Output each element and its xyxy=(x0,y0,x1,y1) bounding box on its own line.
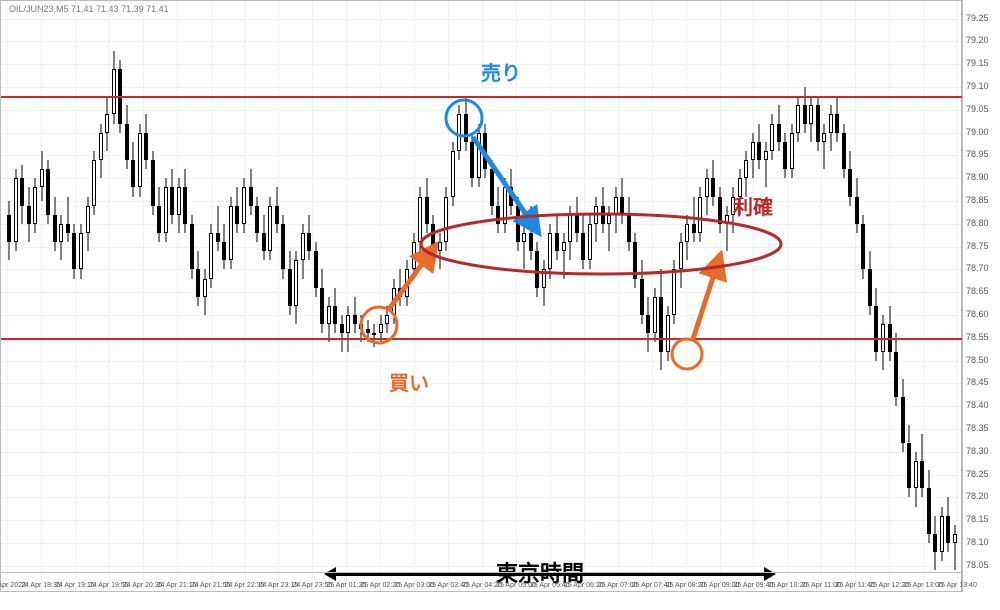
y-axis: 78.05 78.10 78.15 78.20 78.25 78.30 78.35 78.40… xyxy=(962,0,1000,592)
y-tick-label: 78.65 xyxy=(966,286,989,296)
resistance-line xyxy=(1,96,963,98)
arrow-left-icon xyxy=(324,567,336,581)
candlestick-chart: OIL/JUN23,M5 71.41 71.43 71.39 71.41 売り買… xyxy=(0,0,1000,610)
y-tick-label: 78.05 xyxy=(966,560,989,570)
y-tick-label: 78.35 xyxy=(966,423,989,433)
y-tick-label: 79.25 xyxy=(966,13,989,23)
y-tick-label: 78.90 xyxy=(966,172,989,182)
y-tick-label: 78.50 xyxy=(966,355,989,365)
y-tick-label: 78.75 xyxy=(966,241,989,251)
y-tick-label: 79.15 xyxy=(966,58,989,68)
y-tick-label: 78.80 xyxy=(966,218,989,228)
y-tick-label: 78.60 xyxy=(966,309,989,319)
y-tick-label: 78.30 xyxy=(966,446,989,456)
y-tick-label: 78.25 xyxy=(966,469,989,479)
arrow-right-icon xyxy=(764,567,776,581)
plot-area: OIL/JUN23,M5 71.41 71.43 71.39 71.41 売り買… xyxy=(0,0,962,592)
y-tick-label: 78.70 xyxy=(966,263,989,273)
y-tick-label: 79.05 xyxy=(966,104,989,114)
y-tick-label: 78.45 xyxy=(966,377,989,387)
y-tick-label: 78.15 xyxy=(966,514,989,524)
y-tick-label: 78.10 xyxy=(966,537,989,547)
y-tick-label: 78.55 xyxy=(966,332,989,342)
y-tick-label: 79.10 xyxy=(966,81,989,91)
resistance-line xyxy=(1,338,963,340)
y-tick-label: 78.40 xyxy=(966,400,989,410)
y-tick-label: 78.85 xyxy=(966,195,989,205)
sell-label: 売り xyxy=(481,57,521,86)
y-tick-label: 79.00 xyxy=(966,127,989,137)
profit-label: 利確 xyxy=(733,191,773,220)
y-tick-label: 78.95 xyxy=(966,149,989,159)
buy-label: 買い xyxy=(389,367,429,396)
symbol-label: OIL/JUN23,M5 71.41 71.43 71.39 71.41 xyxy=(9,4,169,14)
y-tick-label: 78.20 xyxy=(966,491,989,501)
y-tick-label: 79.20 xyxy=(966,35,989,45)
